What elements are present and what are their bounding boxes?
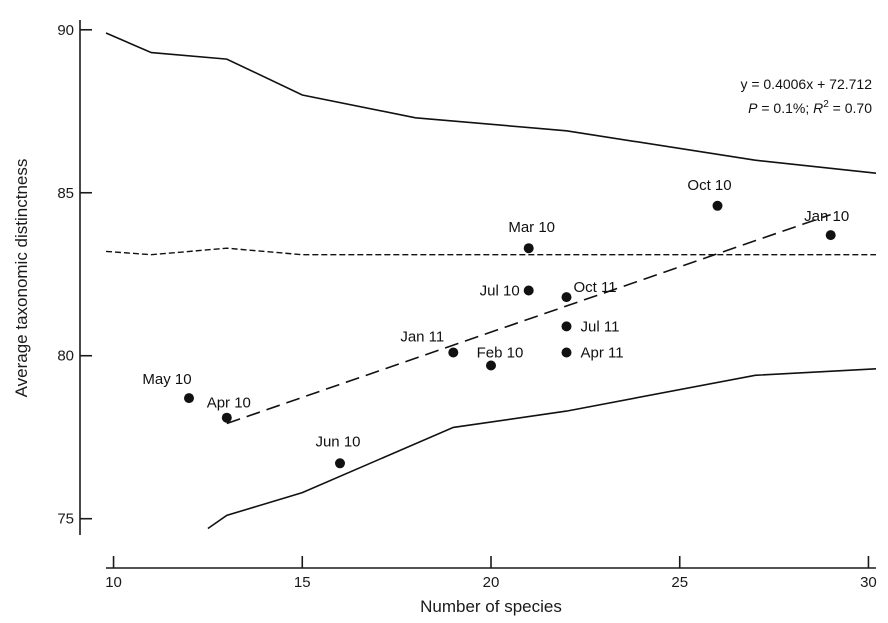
data-point bbox=[221, 412, 232, 423]
data-point bbox=[561, 292, 572, 303]
data-point bbox=[448, 347, 459, 358]
data-point bbox=[712, 200, 723, 211]
point-label: Oct 11 bbox=[574, 279, 617, 296]
point-label: Jan 11 bbox=[400, 329, 444, 346]
data-point bbox=[523, 285, 534, 296]
y-tick-label: 80 bbox=[57, 348, 74, 365]
data-point bbox=[184, 393, 194, 404]
x-tick-label: 15 bbox=[294, 574, 311, 591]
y-tick-label: 75 bbox=[57, 511, 74, 528]
ticks-layer: 10 15 20 25 30 75 80 85 90 bbox=[57, 22, 876, 591]
mean-line bbox=[105, 247, 876, 256]
data-point bbox=[335, 458, 345, 469]
regression-equation: y = 0.4006x + 72.712 bbox=[740, 76, 872, 92]
x-tick-label: 30 bbox=[860, 574, 877, 591]
plot-lines bbox=[105, 32, 877, 530]
x-tick-label: 25 bbox=[671, 574, 688, 591]
point-label: Oct 10 bbox=[687, 177, 731, 194]
data-point bbox=[561, 321, 572, 332]
y-tick-label: 85 bbox=[57, 185, 74, 202]
point-label: Jul 11 bbox=[581, 318, 620, 335]
point-label: Feb 10 bbox=[477, 345, 524, 362]
upper-limit-line bbox=[105, 32, 877, 174]
regression-line bbox=[226, 213, 831, 425]
point-label: Apr 10 bbox=[207, 395, 251, 412]
lower-limit-line bbox=[207, 368, 877, 530]
x-tick-label: 20 bbox=[483, 574, 500, 591]
data-point bbox=[523, 243, 534, 254]
point-label: Apr 11 bbox=[581, 345, 624, 362]
x-tick-label: 10 bbox=[105, 574, 122, 591]
point-label: Jul 10 bbox=[480, 283, 520, 300]
point-label: Mar 10 bbox=[508, 219, 555, 236]
point-label: Jan 10 bbox=[804, 208, 849, 225]
data-point bbox=[486, 360, 496, 371]
point-label: May 10 bbox=[142, 371, 191, 388]
y-axis-title: Average taxonomic distinctness bbox=[12, 159, 31, 398]
y-tick-label: 90 bbox=[57, 22, 74, 39]
x-axis-title: Number of species bbox=[420, 597, 562, 616]
point-label: Jun 10 bbox=[315, 433, 360, 450]
data-point bbox=[561, 347, 572, 358]
regression-stats: P = 0.1%; R2 = 0.70 bbox=[748, 99, 872, 116]
points-layer: May 10 Apr 10 Jun 10 Jan 11 Feb 10 Mar 10 Jul … bbox=[142, 177, 849, 469]
data-point bbox=[825, 230, 836, 241]
